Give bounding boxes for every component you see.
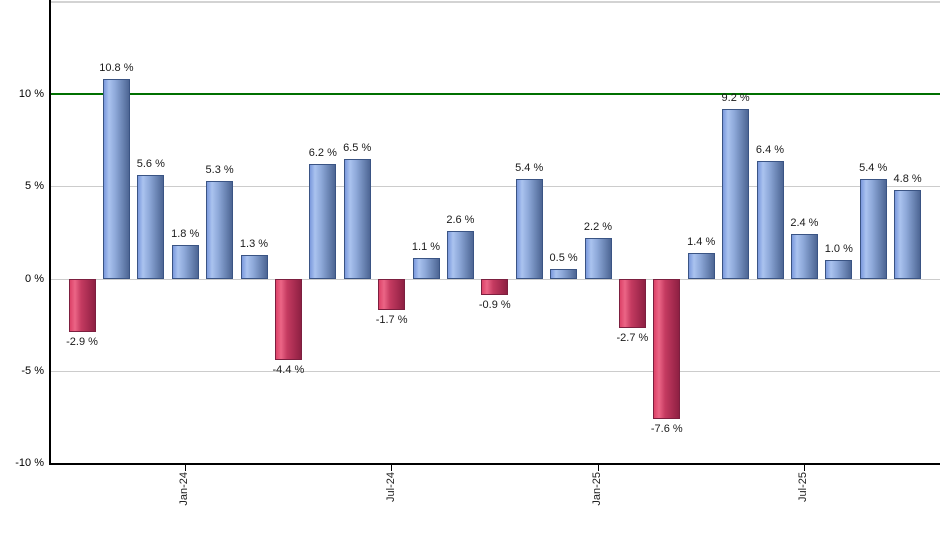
bar-5 (206, 180, 234, 279)
y-tick-label-5-: 5 % (25, 180, 44, 193)
bar-label-21: 6.4 % (755, 143, 785, 156)
bar-label-14: 5.4 % (515, 162, 544, 175)
bar-9 (343, 158, 371, 279)
bar-label-16: 2.2 % (583, 221, 613, 234)
bar-label-15: 0.5 % (549, 252, 578, 265)
plot-top-border (50, 1, 940, 3)
bar-4 (171, 245, 199, 279)
y-tick-label-10-: 10 % (18, 88, 44, 101)
bar-label-13: -0.9 % (478, 299, 511, 312)
bar-label-25: 4.8 % (893, 173, 922, 186)
x-tick-label-jan-25: Jan-25 (591, 472, 603, 506)
bar-label-24: 5.4 % (859, 162, 888, 175)
bar-label-8: 6.2 % (308, 147, 337, 160)
bar-label-10: -1.7 % (375, 313, 408, 326)
x-tick-jan-25 (597, 465, 599, 471)
bar-1 (68, 278, 96, 333)
bar-label-18: -7.6 % (650, 422, 683, 435)
x-tick-label-jul-25: Jul-25 (797, 472, 810, 502)
bar-11 (412, 258, 440, 279)
bar-20 (722, 108, 750, 279)
bar-8 (309, 164, 337, 279)
bar-13 (481, 278, 509, 296)
bar-label-4: 1.8 % (171, 228, 200, 241)
bar-15 (550, 269, 578, 279)
bar-label-17: -2.7 % (616, 332, 649, 345)
x-axis-line (49, 463, 940, 465)
y-tick-label--10-: -10 % (15, 457, 44, 469)
bar-12 (446, 230, 474, 279)
bar-7 (274, 278, 302, 360)
x-tick-jul-24 (391, 465, 393, 471)
bar-label-2: 10.8 % (99, 62, 134, 75)
bar-19 (687, 252, 715, 279)
bar-22 (790, 234, 818, 279)
bar-label-5: 5.3 % (205, 163, 234, 176)
bar-2 (102, 79, 130, 279)
bar-label-12: 2.6 % (446, 213, 475, 226)
x-tick-jul-25 (803, 465, 805, 471)
bar-18 (653, 278, 681, 419)
bar-label-3: 5.6 % (136, 158, 165, 171)
bar-17 (618, 278, 646, 329)
bar-label-11: 1.1 % (411, 241, 441, 254)
bar-label-22: 2.4 % (790, 217, 819, 230)
bar-21 (756, 160, 784, 279)
bar-label-20: 9.2 % (721, 91, 750, 104)
x-tick-jan-24 (184, 465, 186, 471)
y-tick-label-0-: 0 % (25, 272, 44, 285)
bar-23 (825, 260, 853, 279)
bar-label-19: 1.4 % (687, 235, 716, 248)
bar-14 (515, 179, 543, 279)
bar-24 (859, 179, 887, 279)
reference-line-10pct (51, 93, 940, 96)
bar-16 (584, 238, 612, 279)
gridline--5- (51, 370, 940, 372)
bar-label-6: 1.3 % (239, 237, 269, 250)
bar-3 (137, 175, 165, 279)
bar-label-7: -4.4 % (272, 363, 305, 376)
bar-6 (240, 254, 268, 279)
gridline-5- (51, 186, 940, 188)
y-tick-label--5-: -5 % (21, 364, 44, 377)
x-tick-label-jul-24: Jul-24 (384, 472, 397, 502)
bar-label-23: 1.0 % (824, 243, 853, 256)
x-tick-label-jan-24: Jan-24 (178, 472, 191, 506)
bar-label-1: -2.9 % (66, 336, 98, 349)
bar-25 (894, 190, 922, 279)
bar-10 (378, 278, 406, 310)
bar-label-9: 6.5 % (343, 141, 372, 154)
y-axis-line (49, 0, 51, 465)
